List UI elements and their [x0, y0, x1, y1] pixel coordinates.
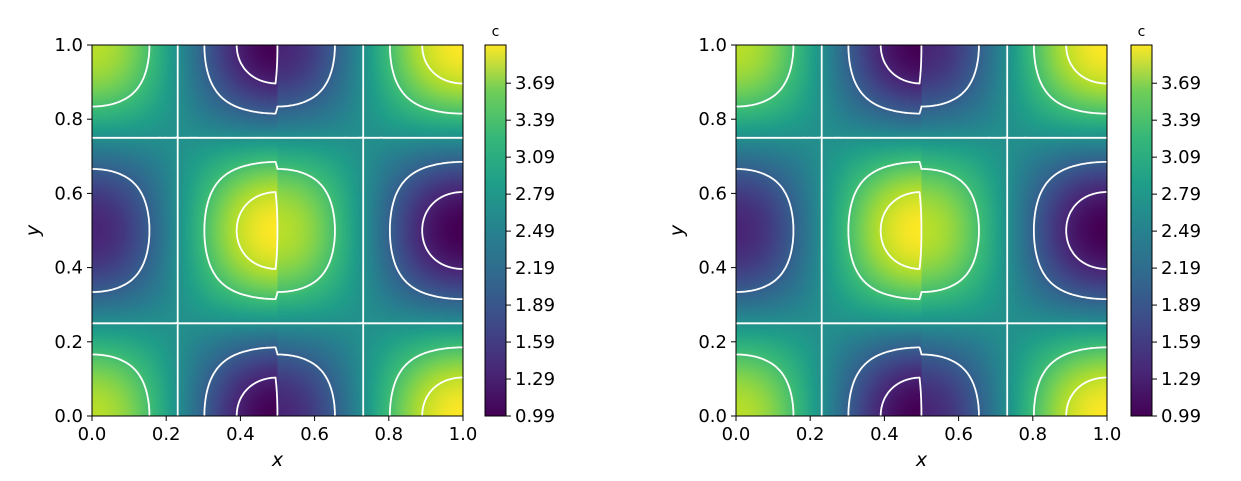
contour-line-5	[879, 44, 1108, 417]
contour-line-1	[879, 44, 1108, 417]
x-axis-label: x	[915, 449, 928, 471]
y-tick-label: 1.0	[698, 35, 727, 56]
x-tick-label: 0.6	[944, 424, 973, 445]
x-tick-label: 0.0	[722, 424, 751, 445]
colorbar-tick-label: 1.59	[515, 332, 555, 353]
x-tick-label: 0.4	[226, 424, 255, 445]
contour-line-4	[91, 44, 464, 417]
colorbar-tick-label: 3.69	[515, 73, 555, 94]
y-tick-label: 0.8	[54, 109, 83, 130]
chart-panel-1: 0.0 0.2 0.4 0.6 0.8 1.0 0.0 0.2 0.4 0.6 0.8 1.0 x y 0.…	[22, 24, 555, 471]
plot-frame	[91, 44, 464, 417]
colorbar-tick-label: 2.19	[1161, 258, 1201, 279]
colorbar-tick-label: 2.79	[1161, 184, 1201, 205]
contour-line-2	[735, 44, 1108, 417]
x-tick-label: 0.2	[152, 424, 181, 445]
colorbar-tick-label: 1.29	[515, 369, 555, 390]
y-tick-label: 1.0	[54, 35, 83, 56]
colorbar-tick-label: 2.19	[515, 258, 555, 279]
x-tick-label: 1.0	[449, 424, 478, 445]
y-tick-label: 0.0	[54, 406, 83, 427]
colorbar	[1130, 44, 1153, 417]
y-tick-label: 0.2	[54, 332, 83, 353]
y-tick-label: 0.2	[698, 332, 727, 353]
contour-line-5	[235, 44, 464, 417]
colorbar-tick-label: 2.49	[1161, 221, 1201, 242]
colorbar-label: c	[1138, 24, 1146, 40]
x-tick-label: 0.8	[374, 424, 403, 445]
colorbar-tick-label: 0.99	[515, 406, 555, 427]
x-tick-label: 0.8	[1018, 424, 1047, 445]
x-tick-label: 0.2	[796, 424, 825, 445]
colorbar-tick-label: 2.79	[515, 184, 555, 205]
contour-line-1	[235, 44, 464, 417]
colorbar-tick-label: 1.89	[1161, 295, 1201, 316]
y-tick-label: 0.6	[698, 183, 727, 204]
colorbar-tick-label: 3.69	[1161, 73, 1201, 94]
x-tick-label: 0.6	[300, 424, 329, 445]
y-axis-label: y	[22, 224, 44, 237]
colorbar	[484, 44, 507, 417]
x-tick-label: 1.0	[1093, 424, 1122, 445]
x-tick-label: 0.4	[870, 424, 899, 445]
colorbar-tick-label: 1.59	[1161, 332, 1201, 353]
contour-line-4	[735, 44, 1108, 417]
chart-panel-2: 0.0 0.2 0.4 0.6 0.8 1.0 0.0 0.2 0.4 0.6 0.8 1.0 x y 0.…	[666, 24, 1201, 471]
colorbar-tick-label: 0.99	[1161, 406, 1201, 427]
y-tick-label: 0.8	[698, 109, 727, 130]
contour-line-2	[91, 44, 464, 417]
y-tick-label: 0.4	[54, 258, 83, 279]
colorbar-label: c	[492, 24, 500, 40]
colorbar-tick-label: 1.89	[515, 295, 555, 316]
contour-line-3	[735, 44, 1108, 417]
colorbar-tick-label: 3.09	[515, 147, 555, 168]
colorbar-tick-label: 2.49	[515, 221, 555, 242]
y-axis-label: y	[666, 224, 688, 237]
colorbar-tick-label: 1.29	[1161, 369, 1201, 390]
y-tick-label: 0.6	[54, 183, 83, 204]
colorbar-tick-label: 3.09	[1161, 147, 1201, 168]
plot-frame	[735, 44, 1108, 417]
y-tick-label: 0.4	[698, 258, 727, 279]
y-tick-label: 0.0	[698, 406, 727, 427]
contour-line-3	[91, 44, 464, 417]
colorbar-tick-label: 3.39	[1161, 110, 1201, 131]
colorbar-tick-label: 3.39	[515, 110, 555, 131]
x-axis-label: x	[271, 449, 284, 471]
x-tick-label: 0.0	[78, 424, 107, 445]
